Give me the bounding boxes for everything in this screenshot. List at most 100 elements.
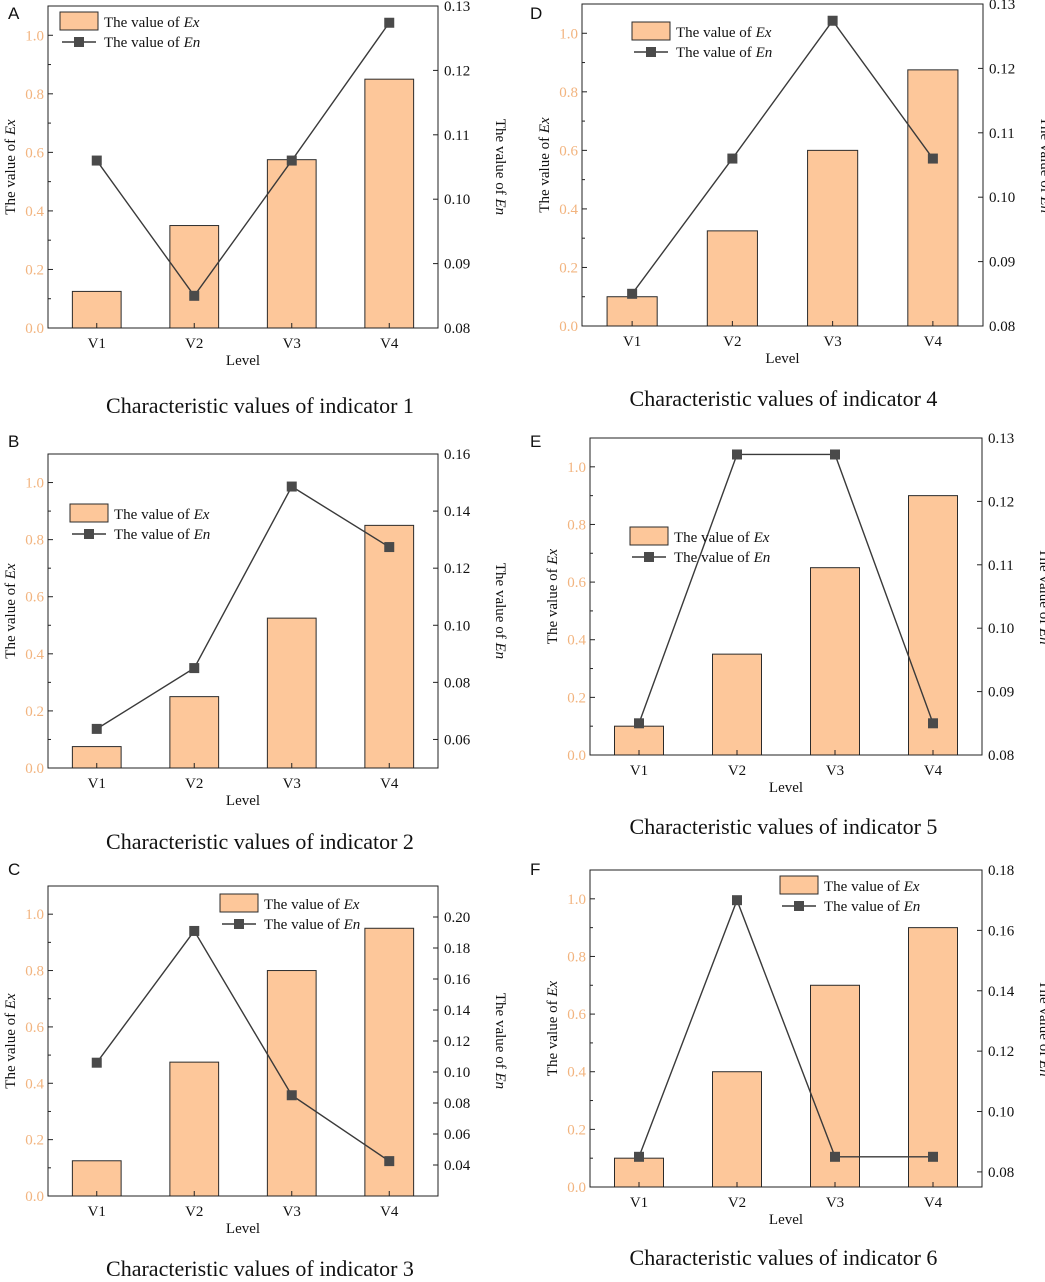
x-tick-label: V2 [185, 776, 203, 792]
right-axis-title: The value of En [1036, 980, 1045, 1076]
legend-en-marker [234, 919, 244, 929]
x-tick-label: V2 [728, 1195, 746, 1211]
right-tick-label: 0.10 [444, 192, 470, 208]
chart-panel-a: A 0.0 0.2 0.4 0.6 0.8 1.0 0.08 0.09 0.10 0.11 0.12… [0, 0, 520, 428]
left-tick-label: 0.2 [25, 704, 44, 720]
x-tick-label: V2 [723, 334, 741, 350]
bar-V3 [266, 970, 317, 1197]
right-axis-title: The value of En [492, 563, 508, 659]
left-tick-label: 0.8 [559, 85, 578, 101]
left-tick-label: 0.6 [25, 590, 44, 606]
chart-panel-b: B 0.0 0.2 0.4 0.6 0.8 1.0 0.06 0.08 0.10 0.12 0.14… [0, 428, 520, 856]
x-tick-label: V4 [380, 776, 399, 792]
right-tick-label: 0.10 [988, 621, 1014, 637]
bar-V1 [71, 1160, 122, 1197]
en-point-V3 [830, 449, 840, 460]
right-axis-title: The value of En [492, 119, 508, 215]
legend: The value of Ex The value of En [629, 526, 770, 566]
right-tick-label: 0.08 [989, 319, 1015, 335]
right-tick-label: 0.06 [444, 732, 471, 748]
right-tick-label: 0.12 [444, 1034, 470, 1050]
bar-V4 [364, 524, 415, 769]
chart-a-plot: 0.0 0.2 0.4 0.6 0.8 1.0 0.08 0.09 0.10 0.11 0.12 0.… [3, 0, 508, 369]
chart-panel-e: E 0.0 0.2 0.4 0.6 0.8 1.0 0.08 0.09 0.10 0.11 0.12… [522, 428, 1045, 856]
x-axis-title: Level [769, 780, 803, 796]
en-point-V2 [732, 449, 742, 460]
x-tick-label: V3 [283, 1204, 301, 1220]
left-tick-label: 1.0 [25, 907, 44, 923]
right-tick-label: 0.14 [988, 984, 1015, 1000]
plot-frame [581, 3, 984, 327]
right-tick-label: 0.16 [444, 447, 471, 463]
x-tick-label: V4 [924, 1195, 943, 1211]
x-tick-label: V3 [823, 334, 841, 350]
left-tick-label: 1.0 [567, 460, 586, 476]
chart-d-plot: 0.0 0.2 0.4 0.6 0.8 1.0 0.08 0.09 0.10 0.11 0.12 0.… [537, 0, 1045, 367]
bar-V2 [706, 230, 758, 327]
x-tick-label: V3 [283, 776, 301, 792]
left-tick-label: 0.2 [567, 1122, 586, 1138]
legend-ex-swatch [219, 893, 259, 913]
right-tick-label: 0.14 [444, 504, 471, 520]
right-tick-label: 0.09 [989, 255, 1015, 271]
en-point-V2 [189, 663, 200, 674]
en-point-V1 [634, 718, 644, 729]
right-tick-label: 0.08 [444, 675, 470, 691]
bar-V4 [908, 495, 958, 756]
left-axis-title: The value of Ex [545, 548, 561, 644]
en-point-V4 [928, 1151, 938, 1162]
x-tick-label: V4 [924, 763, 943, 779]
right-tick-label: 0.13 [989, 0, 1015, 13]
left-tick-label: 0.2 [25, 1133, 44, 1149]
left-tick-label: 1.0 [559, 26, 578, 42]
chart-caption: Characteristic values of indicator 5 [629, 814, 938, 839]
plot-frame [589, 869, 983, 1188]
en-point-V4 [384, 17, 395, 28]
right-tick-label: 0.14 [444, 1003, 471, 1019]
right-axis-title: The value of En [492, 993, 508, 1089]
right-tick-label: 0.12 [444, 561, 470, 577]
panel-letter: C [8, 860, 21, 879]
bar-V4 [364, 927, 415, 1197]
legend-en-marker [644, 552, 654, 562]
x-tick-label: V4 [924, 334, 943, 350]
en-series-line [631, 19, 934, 295]
chart-c-plot: 0.0 0.2 0.4 0.6 0.8 1.0 0.04 0.06 0.08 0.10 0.12 0.… [3, 885, 508, 1237]
left-tick-label: 0.0 [25, 761, 44, 777]
bar-V1 [71, 290, 122, 329]
chart-caption: Characteristic values of indicator 3 [106, 1256, 414, 1281]
legend-en-marker [84, 529, 94, 539]
legend-ex-swatch [631, 21, 671, 41]
left-tick-label: 1.0 [25, 476, 44, 492]
legend: The value of Ex The value of En [69, 503, 210, 543]
left-tick-label: 0.6 [567, 1007, 586, 1023]
plot-frame [47, 5, 439, 329]
x-axis-title: Level [226, 1221, 260, 1237]
panel-letter: E [530, 432, 542, 451]
en-point-V2 [732, 895, 742, 906]
left-axis-title: The value of Ex [3, 119, 19, 215]
en-series-line [96, 929, 390, 1162]
en-point-V2 [189, 290, 200, 301]
left-tick-label: 0.0 [25, 1189, 44, 1205]
left-tick-label: 0.2 [567, 690, 586, 706]
x-tick-label: V3 [826, 763, 844, 779]
left-tick-label: 0.6 [559, 143, 578, 159]
en-point-V1 [91, 155, 102, 166]
right-tick-label: 0.18 [444, 941, 470, 957]
right-tick-label: 0.20 [444, 910, 470, 926]
en-series-line [638, 453, 934, 724]
left-tick-label: 0.8 [567, 949, 586, 965]
legend-en-label: The value of En [676, 45, 772, 61]
en-series-line [638, 898, 933, 1158]
right-axis-title: The value of En [1037, 117, 1045, 213]
legend-ex-label: The value of Ex [114, 507, 210, 523]
panel-letter: A [8, 4, 20, 23]
legend-en-marker [74, 37, 84, 47]
left-tick-label: 0.4 [559, 202, 578, 218]
right-tick-label: 0.09 [444, 257, 470, 273]
legend: The value of Ex The value of En [59, 11, 200, 51]
legend-ex-swatch [69, 503, 109, 523]
legend: The value of Ex The value of En [779, 875, 920, 915]
left-tick-label: 1.0 [567, 892, 586, 908]
